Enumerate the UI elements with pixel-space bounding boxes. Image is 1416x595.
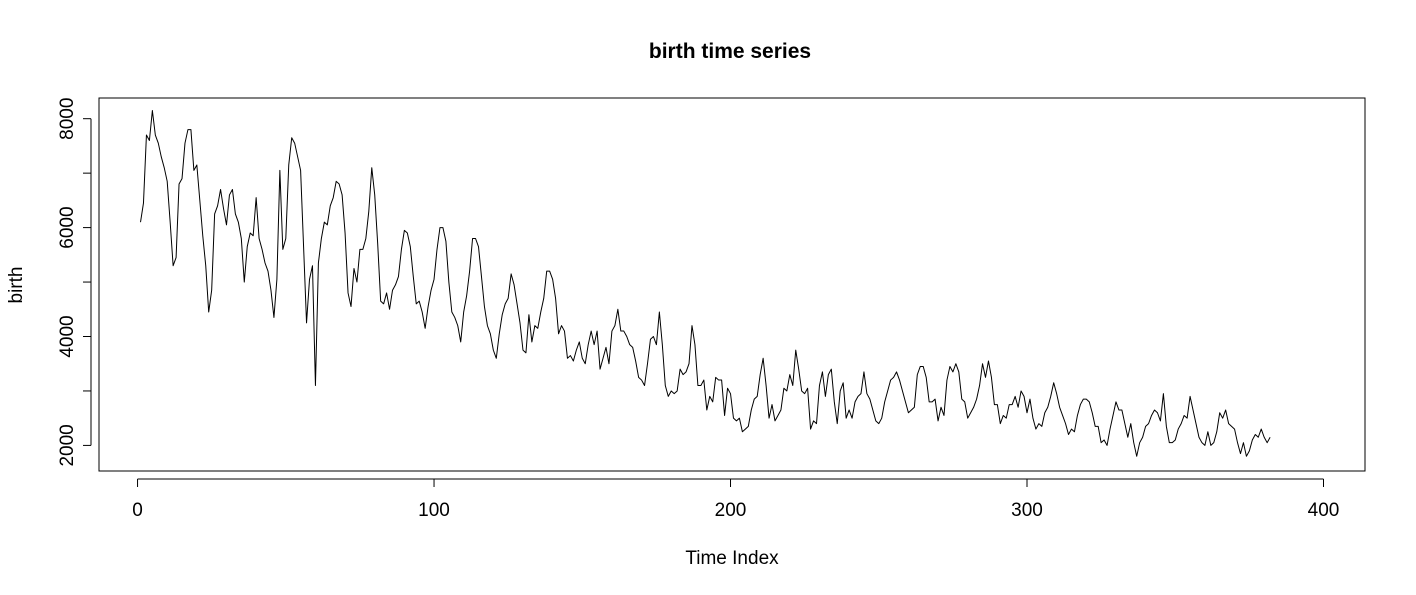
- chart-title: birth time series: [649, 40, 811, 63]
- x-axis-label: Time Index: [685, 548, 779, 569]
- y-tick-label: 4000: [57, 315, 78, 357]
- x-tick-label: 400: [1308, 500, 1340, 521]
- series-line: [140, 110, 1271, 457]
- x-tick-label: 0: [132, 500, 143, 521]
- x-tick-label: 200: [715, 500, 747, 521]
- x-tick-label: 300: [1011, 500, 1043, 521]
- y-axis: 2000 4000 6000 8000: [57, 98, 92, 467]
- y-tick-label: 2000: [57, 424, 78, 466]
- y-tick-label: 6000: [57, 206, 78, 248]
- y-axis-label: birth: [6, 267, 27, 304]
- x-tick-label: 100: [418, 500, 450, 521]
- y-tick-label: 8000: [57, 98, 78, 140]
- plot-frame: [98, 97, 1366, 472]
- x-axis: 0 100 200 300 400: [132, 478, 1340, 521]
